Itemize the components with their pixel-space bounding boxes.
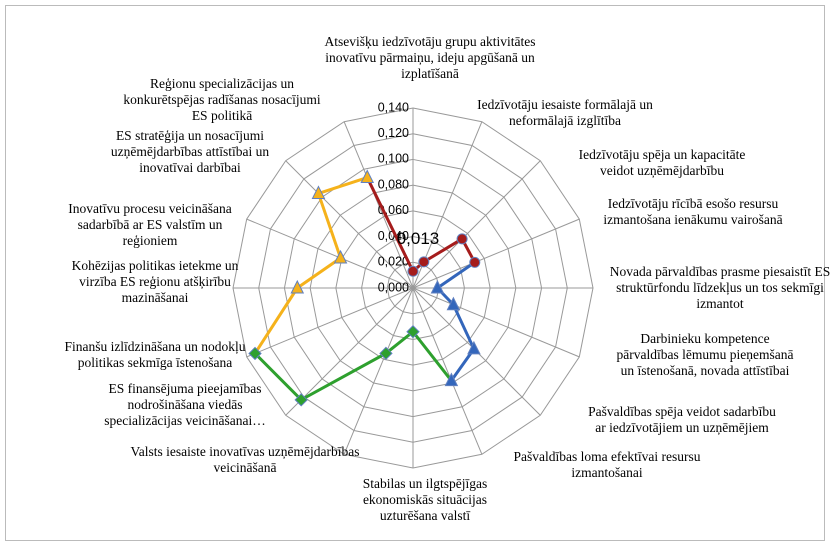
category-label: Iedzīvotāju iesaiste formālajā un neform… xyxy=(477,97,653,128)
spoke xyxy=(343,121,414,289)
marker xyxy=(360,169,375,184)
category-label: Atsevišķu iedzīvotāju grupu aktivitātes … xyxy=(324,34,536,81)
marker xyxy=(467,340,481,355)
category-label: Iedzīvotāju spēja un kapacitāte veidot u… xyxy=(578,147,746,178)
marker xyxy=(469,256,481,268)
spoke xyxy=(412,160,541,289)
spoke xyxy=(412,287,580,358)
category-label: Pašvaldības loma efektīvai resursu izman… xyxy=(513,449,701,480)
category-label: Finanšu izlīdzināšana un nodokļu politik… xyxy=(64,339,246,370)
category-label: Iedzīvotāju rīcībā esošo resursu izmanto… xyxy=(603,196,783,227)
category-label: Valsts iesaiste inovatīvas uzņēmējdarbīb… xyxy=(130,444,360,475)
category-label: Novada pārvaldības prasme piesaistīt ES … xyxy=(609,264,830,311)
frame xyxy=(5,5,825,541)
marker xyxy=(406,325,420,339)
marker xyxy=(311,185,326,199)
marker xyxy=(333,249,348,264)
series-line xyxy=(435,261,476,382)
marker xyxy=(430,279,445,294)
series-line xyxy=(253,176,368,355)
category-label: Pašvaldības spēja veidot sadarbību ar ie… xyxy=(588,404,776,435)
category-label: ES finansējuma pieejamības nodrošināšana… xyxy=(104,381,266,428)
category-label: Stabilas un ilgtspējīgas ekonomiskās sit… xyxy=(362,476,488,523)
spoke xyxy=(412,218,580,289)
y-tick-label: 0,120 xyxy=(378,126,409,140)
spoke xyxy=(412,287,483,455)
marker xyxy=(407,265,419,277)
spoke xyxy=(285,160,414,289)
spoke xyxy=(285,287,414,416)
data-label: 0,013 xyxy=(397,229,440,248)
y-tick-label: 0,000 xyxy=(378,280,409,294)
y-tick-label: 0,080 xyxy=(378,177,409,191)
y-tick-label: 0,040 xyxy=(378,229,409,243)
y-tick-label: 0,020 xyxy=(378,255,409,269)
y-tick-label: 0,140 xyxy=(378,100,409,114)
series-line xyxy=(253,329,453,402)
spoke xyxy=(246,218,414,289)
spoke xyxy=(343,287,414,455)
category-label: ES stratēģija un nosacījumi uzņēmējdarbī… xyxy=(110,128,270,175)
category-label: Reģionu specializācijas un konkurētspēja… xyxy=(123,76,321,123)
category-label: Kohēzijas politikas ietekme un virzība E… xyxy=(71,258,239,305)
category-label: Inovatīvu procesu veicināšana sadarbībā … xyxy=(68,201,232,248)
marker xyxy=(248,346,262,361)
marker xyxy=(444,372,459,387)
y-tick-label: 0,100 xyxy=(378,152,409,166)
marker xyxy=(290,279,305,294)
marker xyxy=(418,256,430,268)
category-label: Darbinieku kompetence pārvaldības lēmumu… xyxy=(616,331,794,378)
spoke xyxy=(246,287,414,358)
marker xyxy=(294,393,308,407)
marker xyxy=(446,296,461,311)
marker xyxy=(379,346,393,361)
marker xyxy=(456,233,468,245)
